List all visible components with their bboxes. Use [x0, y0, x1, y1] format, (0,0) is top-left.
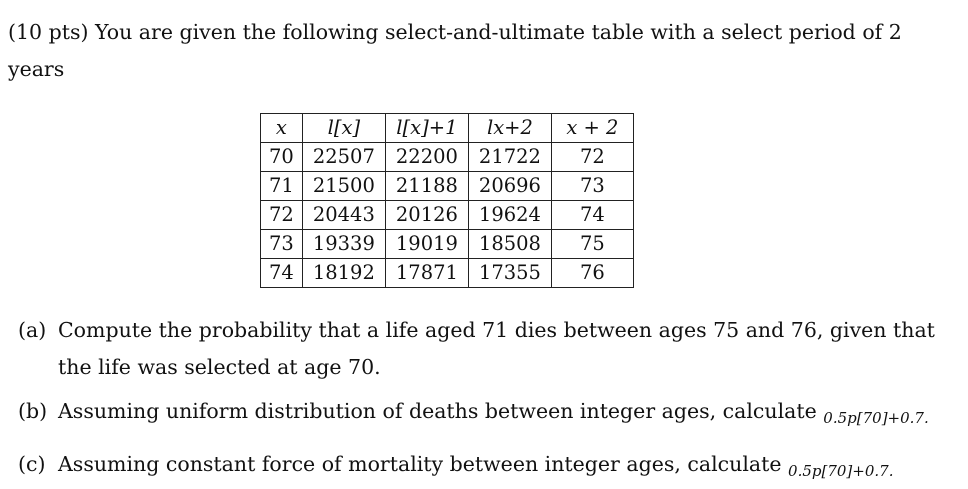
- table-cell: 71: [260, 171, 303, 201]
- col-header-x: x: [260, 113, 303, 143]
- table-row: 70 22507 22200 21722 72: [260, 142, 634, 172]
- table-cell: 21722: [467, 142, 552, 172]
- table-cell: 22200: [384, 142, 469, 172]
- table-cell: 20696: [467, 171, 552, 201]
- table-cell: 17355: [467, 258, 552, 288]
- table-cell: 19019: [384, 229, 469, 259]
- col-header-l-ultimate: lx+2: [467, 113, 552, 143]
- table-cell: 17871: [384, 258, 469, 288]
- table-cell: 70: [260, 142, 303, 172]
- table-cell: 21188: [384, 171, 469, 201]
- table-row: 74 18192 17871 17355 76: [260, 258, 634, 288]
- part-b-label: (b): [18, 399, 48, 423]
- part-b-math: 0.5p[70]+0.7.: [823, 409, 929, 427]
- table-row: 71 21500 21188 20696 73: [260, 171, 634, 201]
- table-row: 72 20443 20126 19624 74: [260, 200, 634, 230]
- col-header-l-select: l[x]: [301, 113, 386, 143]
- problem-intro: (10 pts) You are given the following sel…: [8, 20, 902, 81]
- table-cell: 73: [550, 171, 634, 201]
- table-cell: 18192: [301, 258, 386, 288]
- select-ultimate-table: x l[x] l[x]+1 lx+2 x + 2 70 22507 22200 …: [260, 113, 634, 288]
- table-cell: 72: [550, 142, 634, 172]
- part-a: (a) Compute the probability that a life …: [18, 312, 948, 386]
- table-cell: 72: [260, 200, 303, 230]
- table-cell: 21500: [301, 171, 386, 201]
- table-cell: 74: [260, 258, 303, 288]
- table-row: 73 19339 19019 18508 75: [260, 229, 634, 259]
- table-cell: 75: [550, 229, 634, 259]
- table-header-row: x l[x] l[x]+1 lx+2 x + 2: [260, 113, 634, 143]
- table-cell: 19624: [467, 200, 552, 230]
- table-cell: 73: [260, 229, 303, 259]
- table-cell: 20126: [384, 200, 469, 230]
- part-a-label: (a): [18, 318, 47, 342]
- part-b: (b) Assuming uniform distribution of dea…: [18, 396, 948, 433]
- part-c: (c) Assuming constant force of mortality…: [18, 449, 948, 486]
- table-cell: 74: [550, 200, 634, 230]
- part-c-math: 0.5p[70]+0.7.: [788, 462, 894, 480]
- table-cell: 18508: [467, 229, 552, 259]
- part-c-label: (c): [18, 452, 46, 476]
- problem-parts: (a) Compute the probability that a life …: [18, 312, 948, 486]
- table-cell: 19339: [301, 229, 386, 259]
- part-b-text: Assuming uniform distribution of deaths …: [58, 399, 817, 423]
- table-cell: 20443: [301, 200, 386, 230]
- part-a-text: Compute the probability that a life aged…: [58, 318, 935, 379]
- col-header-x-plus-2: x + 2: [550, 113, 634, 143]
- part-c-text: Assuming constant force of mortality bet…: [58, 452, 782, 476]
- table-cell: 22507: [301, 142, 386, 172]
- table-cell: 76: [550, 258, 634, 288]
- col-header-l-select-plus-1: l[x]+1: [384, 113, 469, 143]
